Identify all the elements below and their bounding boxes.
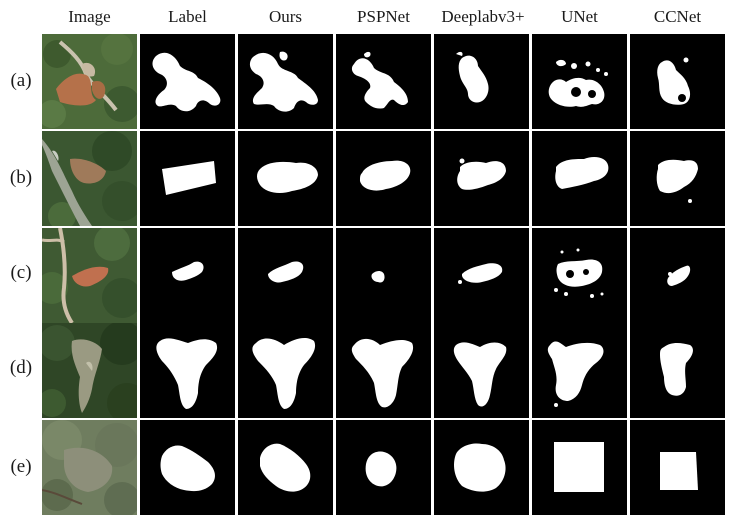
mask-label-d xyxy=(140,323,235,418)
mask-unet-b xyxy=(532,131,627,226)
mask-ccnet-e xyxy=(630,420,725,515)
mask-ours-c xyxy=(238,228,333,323)
column-header-ours: Ours xyxy=(268,7,303,26)
satellite-image-e xyxy=(42,420,137,515)
mask-unet-d xyxy=(532,323,627,418)
mask-deeplabv3-c xyxy=(434,228,529,323)
mask-deeplabv3-a xyxy=(434,34,529,129)
satellite-image-d xyxy=(42,323,137,418)
row-label-b: (b) xyxy=(9,167,33,188)
row-label-a: (a) xyxy=(10,70,32,91)
mask-unet-e xyxy=(532,420,627,515)
mask-unet-a xyxy=(532,34,627,129)
row-label-d: (d) xyxy=(9,357,33,378)
mask-deeplabv3-e xyxy=(434,420,529,515)
satellite-image-c xyxy=(42,228,137,323)
mask-label-a xyxy=(140,34,235,129)
mask-pspnet-d xyxy=(336,323,431,418)
mask-ccnet-d xyxy=(630,323,725,418)
mask-ccnet-c xyxy=(630,228,725,323)
mask-ours-b xyxy=(238,131,333,226)
mask-ours-e xyxy=(238,420,333,515)
mask-ours-a xyxy=(238,34,333,129)
mask-label-e xyxy=(140,420,235,515)
mask-ccnet-a xyxy=(630,34,725,129)
mask-pspnet-b xyxy=(336,131,431,226)
mask-deeplabv3-d xyxy=(434,323,529,418)
column-header-ccnet: CCNet xyxy=(653,7,702,26)
mask-label-b xyxy=(140,131,235,226)
mask-unet-c xyxy=(532,228,627,323)
column-header-pspnet: PSPNet xyxy=(357,7,410,26)
mask-ccnet-b xyxy=(630,131,725,226)
row-label-c: (c) xyxy=(10,262,32,283)
satellite-image-a xyxy=(42,34,137,129)
column-header-label: Label xyxy=(168,7,207,26)
mask-pspnet-c xyxy=(336,228,431,323)
mask-label-c xyxy=(140,228,235,323)
mask-deeplabv3-b xyxy=(434,131,529,226)
mask-pspnet-e xyxy=(336,420,431,515)
column-header-unet: UNet xyxy=(561,7,598,26)
column-header-deeplabv3: Deeplabv3+ xyxy=(441,7,525,26)
row-label-e: (e) xyxy=(10,456,32,477)
mask-ours-d xyxy=(238,323,333,418)
mask-pspnet-a xyxy=(336,34,431,129)
satellite-image-b xyxy=(42,131,137,226)
column-header-image: Image xyxy=(68,7,111,26)
